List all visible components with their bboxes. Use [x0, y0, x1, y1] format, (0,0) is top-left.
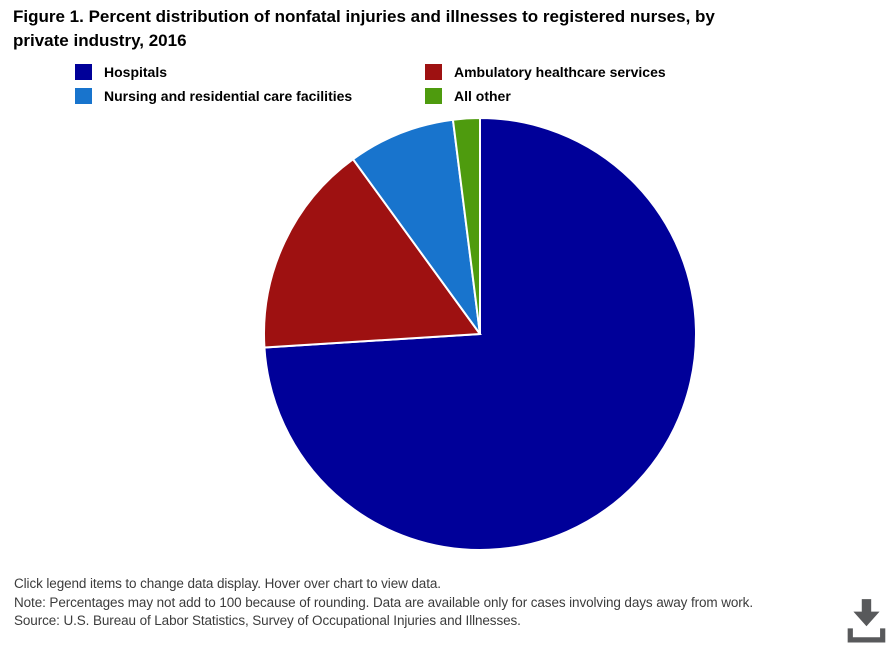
- legend-item-all-other[interactable]: All other: [425, 88, 666, 104]
- download-button[interactable]: [845, 597, 889, 643]
- pie-slice-all-other[interactable]: [451, 116, 481, 335]
- legend-label-hospitals: Hospitals: [104, 64, 168, 80]
- legend-label-all-other: All other: [454, 88, 511, 104]
- pie-slice-nursing-and-residential-care-facilities[interactable]: [351, 118, 481, 335]
- pie-chart: [261, 115, 699, 553]
- legend-label-ambulatory: Ambulatory healthcare services: [454, 64, 666, 80]
- legend-item-hospitals[interactable]: Hospitals: [75, 64, 425, 80]
- chart-footnotes: Click legend items to change data displa…: [14, 575, 753, 631]
- interaction-hint: Click legend items to change data displa…: [14, 576, 441, 591]
- source-text: Source: U.S. Bureau of Labor Statistics,…: [14, 613, 521, 628]
- legend-swatch-nursing-icon: [75, 88, 92, 104]
- legend-label-nursing: Nursing and residential care facilities: [104, 88, 353, 104]
- legend-swatch-all-other-icon: [425, 88, 442, 104]
- legend-swatch-ambulatory-icon: [425, 64, 442, 80]
- pie-slice-ambulatory-healthcare-services[interactable]: [263, 157, 482, 349]
- legend-item-nursing-and-residential-care-facilities[interactable]: Nursing and residential care facilities: [75, 88, 425, 104]
- chart-legend: Hospitals Ambulatory healthcare services…: [75, 64, 666, 104]
- note-text: Note: Percentages may not add to 100 bec…: [14, 594, 753, 610]
- legend-swatch-hospitals-icon: [75, 64, 92, 80]
- legend-item-ambulatory-healthcare-services[interactable]: Ambulatory healthcare services: [425, 64, 666, 80]
- figure-title: Figure 1. Percent distribution of nonfat…: [13, 7, 715, 50]
- download-icon: [847, 599, 886, 643]
